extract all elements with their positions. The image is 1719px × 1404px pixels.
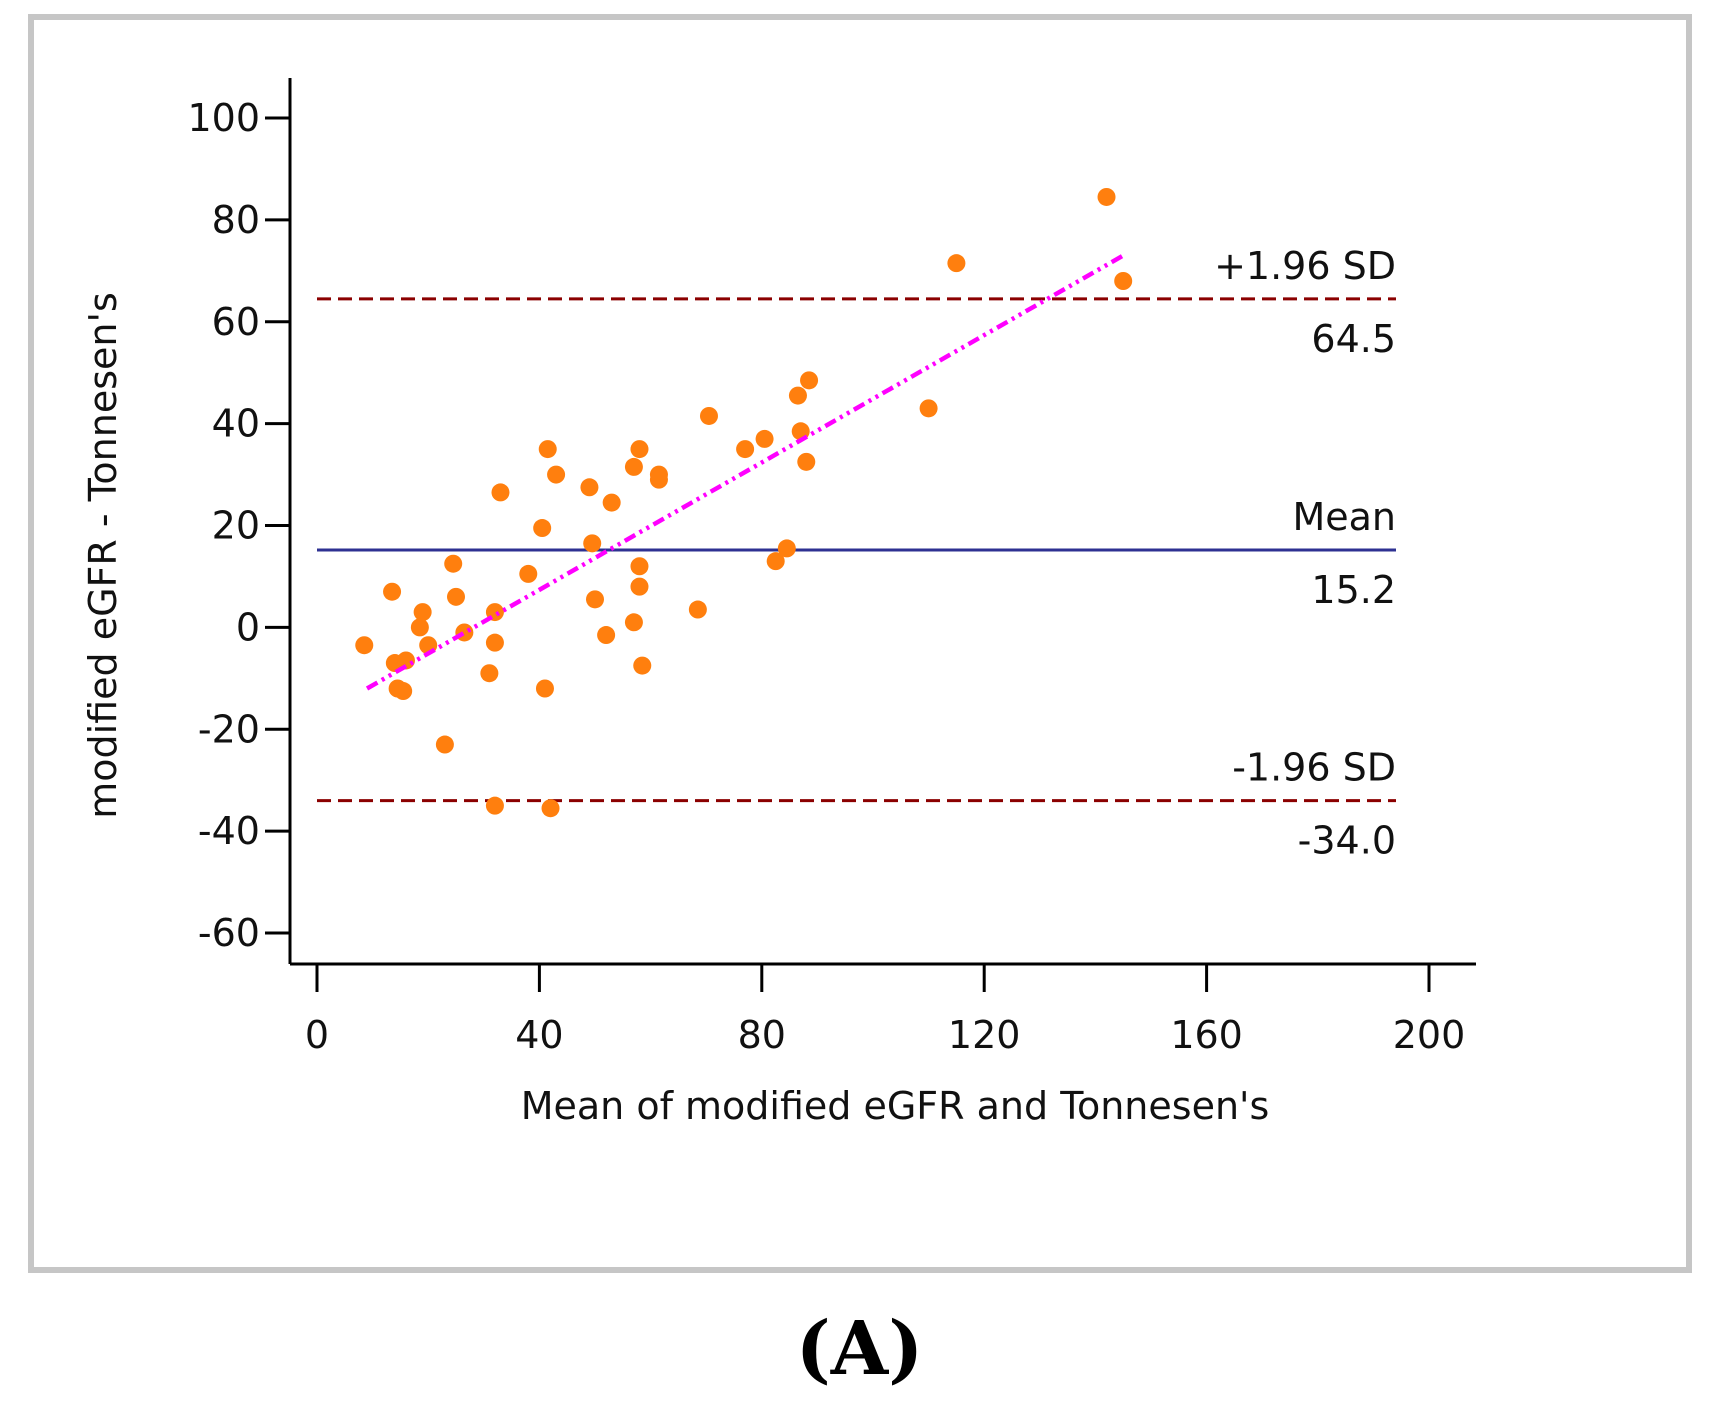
- data-point: [699, 406, 718, 425]
- upper-loa-label: +1.96 SD: [1214, 244, 1396, 288]
- y-axis-title: modified eGFR - Tonnesen's: [81, 292, 125, 818]
- axes: -60 -40 -20 0 20 40 60 80 100 0 40 80 120 160 200 Mean …: [81, 78, 1476, 1128]
- lower-loa-value-label: -34.0: [1298, 819, 1396, 863]
- data-point: [755, 429, 774, 448]
- data-point: [586, 590, 604, 609]
- data-point: [800, 371, 819, 390]
- regression-line-group: [365, 253, 1125, 691]
- data-point: [630, 440, 649, 459]
- data-point: [485, 633, 504, 652]
- data-point: [624, 457, 643, 476]
- y-tick-label: 100: [187, 96, 260, 140]
- data-point: [766, 552, 785, 571]
- y-tick-label: 80: [212, 198, 260, 242]
- y-tick-label: 20: [212, 504, 260, 548]
- data-point: [447, 587, 465, 606]
- data-point: [736, 440, 755, 459]
- data-point: [535, 679, 554, 698]
- y-tick-label: -40: [198, 809, 260, 853]
- data-point: [480, 664, 499, 683]
- data-point: [630, 557, 649, 576]
- data-point: [485, 796, 504, 815]
- data-point: [396, 651, 415, 670]
- figure-frame: -60 -40 -20 0 20 40 60 80 100 0 40 80 120 160 200 Mean …: [28, 14, 1692, 1273]
- data-point: [919, 399, 938, 418]
- data-point: [947, 254, 966, 273]
- data-point: [541, 799, 560, 818]
- data-points: [355, 187, 1133, 818]
- data-point: [519, 564, 538, 583]
- data-point: [583, 534, 602, 553]
- x-tick-label: 0: [305, 1013, 329, 1057]
- x-tick-label: 40: [515, 1013, 563, 1057]
- upper-loa-value-label: 64.5: [1311, 317, 1396, 361]
- data-point: [394, 682, 413, 701]
- y-tick-label: 40: [212, 402, 260, 446]
- data-point: [777, 539, 796, 558]
- bland-altman-plot: -60 -40 -20 0 20 40 60 80 100 0 40 80 120 160 200 Mean …: [81, 78, 1476, 1128]
- lower-loa-label: -1.96 SD: [1232, 746, 1396, 790]
- data-point: [1114, 272, 1133, 290]
- data-point: [383, 582, 402, 601]
- regression-line: [365, 253, 1125, 691]
- data-point: [435, 735, 454, 754]
- x-tick-label: 160: [1170, 1013, 1243, 1057]
- data-point: [580, 478, 599, 497]
- data-point: [633, 656, 652, 675]
- data-point: [533, 519, 552, 538]
- data-point: [491, 483, 510, 502]
- mean-value-label: 15.2: [1311, 568, 1396, 612]
- reference-lines: [317, 297, 1396, 803]
- data-point: [355, 636, 374, 655]
- x-tick-label: 120: [948, 1013, 1021, 1057]
- x-axis-title: Mean of modified eGFR and Tonnesen's: [521, 1084, 1270, 1128]
- data-point: [1097, 187, 1116, 206]
- data-point: [597, 626, 616, 645]
- data-point: [538, 440, 557, 459]
- y-tick-label: 0: [236, 605, 260, 649]
- y-tick-label: -60: [198, 911, 260, 955]
- data-point: [602, 493, 621, 512]
- data-point: [788, 386, 807, 405]
- data-point: [444, 554, 463, 573]
- data-point: [413, 603, 432, 622]
- data-point: [547, 465, 566, 484]
- x-tick-label: 80: [738, 1013, 786, 1057]
- data-point: [630, 577, 649, 596]
- y-tick-label: 60: [212, 300, 260, 344]
- y-tick-label: -20: [198, 707, 260, 751]
- reference-labels: +1.96 SD 64.5 Mean 15.2 -1.96 SD -34.0: [1214, 244, 1396, 863]
- data-point: [797, 452, 816, 471]
- x-tick-label: 200: [1393, 1013, 1466, 1057]
- panel-label: (A): [795, 1306, 924, 1392]
- data-point: [624, 613, 643, 632]
- mean-label: Mean: [1292, 495, 1396, 539]
- data-point: [688, 600, 707, 619]
- data-point: [649, 470, 668, 489]
- data-point: [410, 618, 429, 637]
